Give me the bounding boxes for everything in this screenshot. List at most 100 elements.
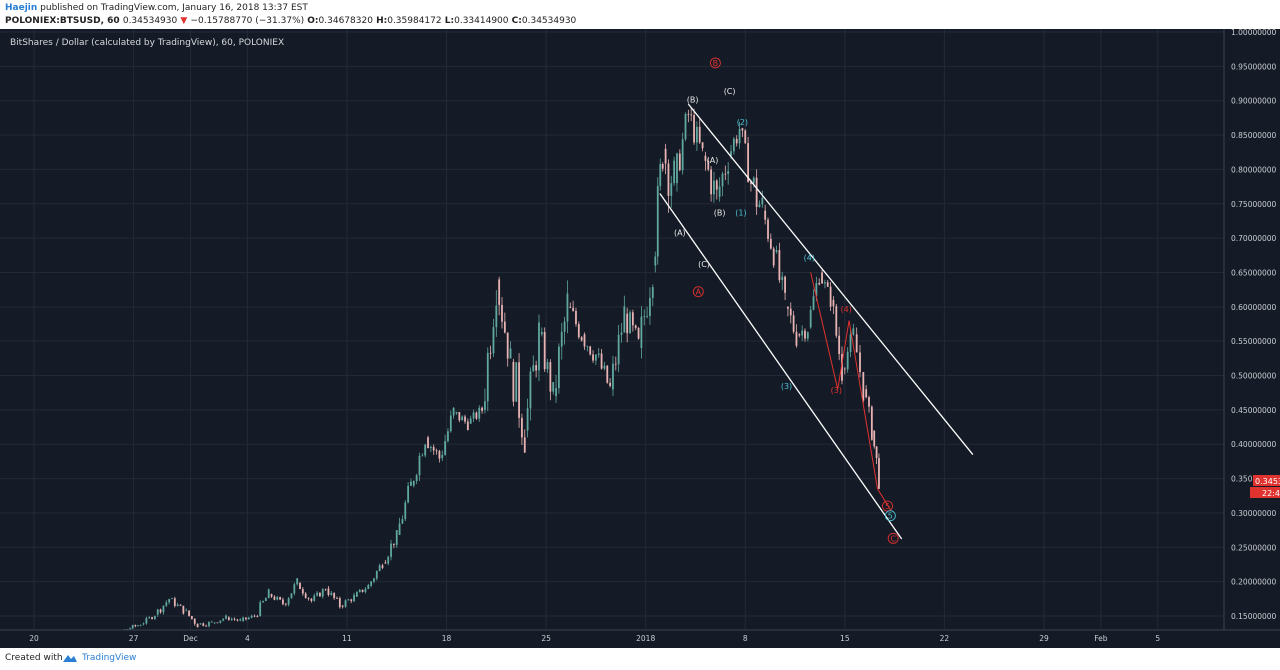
candle-body (707, 160, 710, 170)
price-axis[interactable] (1224, 29, 1280, 630)
candle-body (862, 372, 865, 401)
wave-label: (1) (735, 209, 746, 218)
candle-body (367, 585, 370, 589)
candle-body (410, 481, 412, 486)
candle-body (205, 625, 208, 627)
candle-body (296, 578, 299, 585)
candle-body (569, 306, 572, 308)
candle-body (592, 354, 594, 361)
x-tick-label: 15 (840, 634, 850, 643)
header: Haejin published on TradingView.com, Jan… (0, 0, 1280, 29)
y-tick-label: 0.40000000 (1231, 440, 1277, 449)
candle-body (131, 625, 134, 629)
candle-body (398, 523, 401, 535)
candle-body (478, 407, 481, 419)
candle-body (145, 618, 148, 624)
candle-body (724, 173, 727, 175)
candle-body (540, 332, 543, 335)
candle-body (432, 447, 435, 451)
candle-body (324, 589, 327, 591)
wave-label-circle (692, 286, 704, 298)
y-tick-label: 0.85000000 (1231, 131, 1277, 140)
created-with-label: Created with (5, 653, 63, 663)
candle-body (563, 321, 566, 332)
close-label: C: (511, 16, 522, 26)
candle-body (620, 332, 623, 335)
candle-body (154, 616, 156, 619)
candle-body (196, 623, 199, 628)
candle-body (792, 315, 795, 332)
y-tick-label: 0.90000000 (1231, 97, 1277, 106)
candle-body (503, 321, 506, 333)
candle-body (656, 185, 659, 257)
tradingview-link[interactable]: TradingView (82, 653, 137, 663)
candle-body (721, 173, 724, 187)
last-price-marker: 0.34534930 22:46 (1250, 475, 1280, 498)
candle-body (387, 556, 390, 564)
candle-body (526, 408, 529, 431)
candle-body (806, 332, 809, 339)
last-value: 0.34534930 (122, 16, 178, 26)
candle-body (301, 589, 304, 594)
price-chart[interactable]: BitShares / Dollar (calculated by Tradin… (0, 29, 1280, 648)
candle-body (859, 352, 861, 373)
candle-body (609, 382, 612, 386)
candle-body (875, 446, 878, 459)
candle-body (182, 605, 185, 614)
candle-body (735, 138, 738, 144)
time-axis[interactable] (0, 630, 1280, 648)
candle-body (290, 593, 293, 599)
candle-body (185, 610, 188, 612)
candle-body (481, 407, 483, 411)
candle-body (404, 502, 407, 520)
close-value: 0.34534930 (521, 16, 577, 26)
author-link[interactable]: Haejin (5, 3, 38, 13)
y-tick-label: 0.45000000 (1231, 406, 1277, 415)
candle-body (129, 628, 131, 630)
symbol-line: POLONIEX:BTSUSD, 60 0.34534930 ▼ −0.1578… (5, 16, 576, 26)
candle-body (370, 581, 373, 586)
candle-body (789, 308, 792, 316)
candle-body (710, 169, 713, 195)
candle-body (239, 619, 242, 621)
candle-body (489, 352, 492, 354)
candle-body (313, 595, 316, 601)
candle-body (764, 210, 767, 220)
candle-body (279, 597, 281, 600)
candle-body (560, 331, 563, 347)
candle-body (492, 327, 495, 354)
candle-body (838, 335, 841, 354)
candle-body (718, 186, 721, 197)
y-tick-label: 0.30000000 (1231, 509, 1277, 518)
candle-body (826, 282, 829, 287)
candle-body (227, 617, 230, 620)
candle-body (199, 623, 202, 625)
candle-body (469, 418, 472, 424)
candle-body (681, 139, 684, 171)
chart-area[interactable]: BitShares / Dollar (calculated by Tradin… (0, 29, 1280, 648)
candle-body (643, 316, 646, 318)
candle-body (444, 441, 447, 455)
candle-body (259, 602, 262, 617)
candle-body (455, 411, 458, 414)
candle-body (594, 354, 597, 361)
candles (78, 107, 880, 639)
candle-body (752, 177, 755, 184)
x-tick-label: 18 (442, 634, 452, 643)
candle-body (475, 412, 478, 419)
candle-body (659, 164, 662, 186)
candle-body (501, 304, 503, 322)
candle-body (727, 171, 730, 174)
trendlines[interactable] (659, 103, 974, 540)
candle-body (529, 371, 532, 409)
candle-body (849, 334, 852, 352)
candle-body (769, 238, 772, 249)
candle-body (670, 183, 673, 196)
candle-body (188, 610, 190, 617)
channel-line (687, 103, 974, 455)
candle-body (282, 599, 284, 605)
candle-body (506, 332, 509, 359)
candle-body (695, 126, 698, 143)
candle-body (208, 621, 210, 627)
candle-body (179, 604, 182, 606)
